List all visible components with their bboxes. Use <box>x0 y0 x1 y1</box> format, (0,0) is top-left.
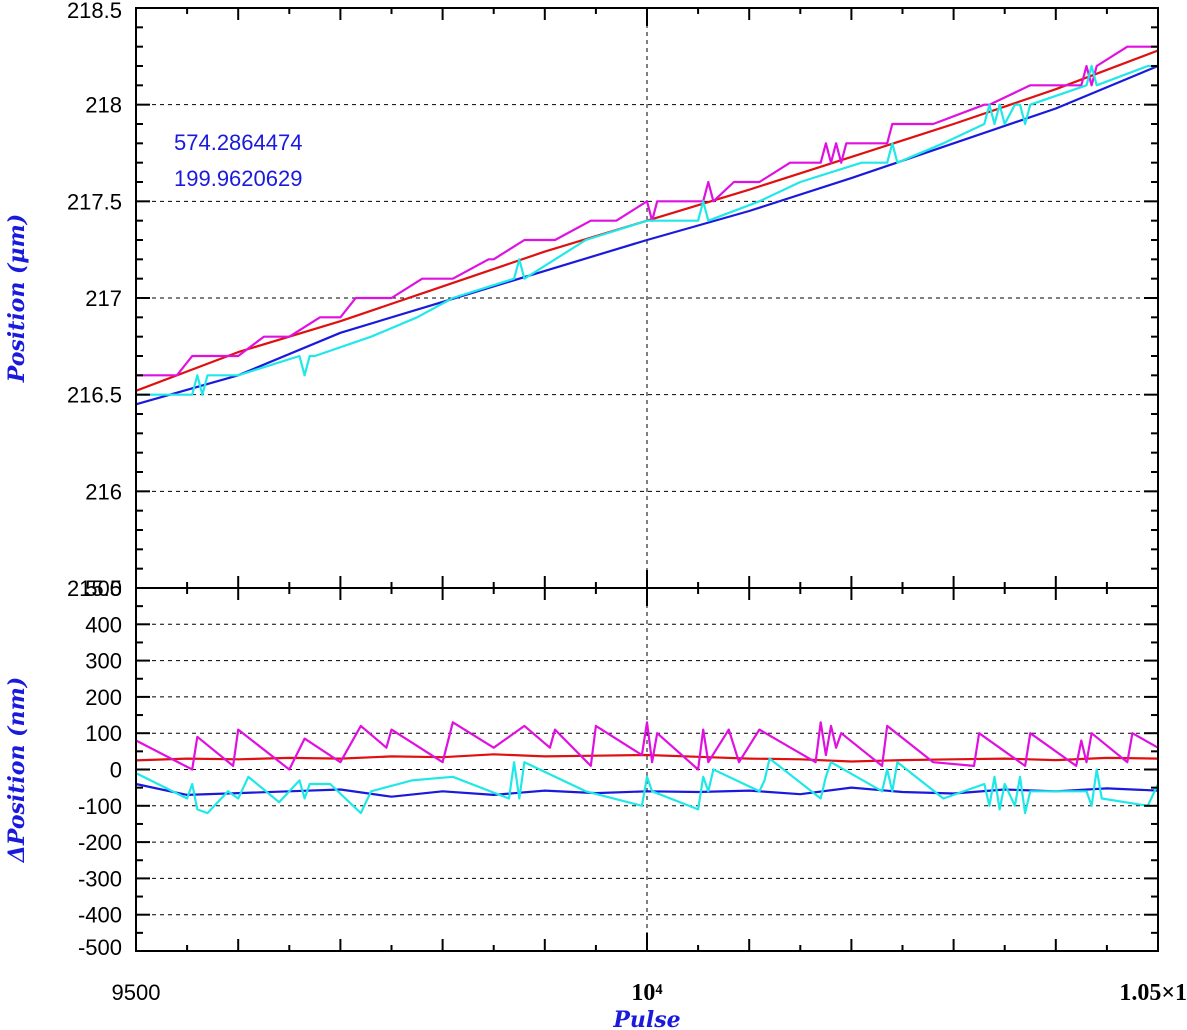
panel1-y-tick-label: 218.5 <box>67 0 122 23</box>
panel1-series-line-1 <box>135 64 1159 406</box>
panel2-y-tick-label: -400 <box>78 903 122 928</box>
frame-layer <box>135 7 1159 952</box>
panel2-y-tick-label: 500 <box>85 576 122 601</box>
panel2-y-tick-label: 300 <box>85 649 122 674</box>
panel1-y-tick-label: 216 <box>85 479 122 504</box>
panel2-y-tick-label: 0 <box>110 758 122 783</box>
panel2-y-tick-label: -100 <box>78 794 122 819</box>
panel1-y-tick-label: 218 <box>85 93 122 118</box>
panel2-y-tick-label: -300 <box>78 866 122 891</box>
panel2-series-line-3 <box>135 721 1159 771</box>
annotation-text: 199.9620629 <box>174 166 302 191</box>
panel1-y-axis-title: Position (μm) <box>4 214 30 383</box>
panel1-y-tick-label: 215.5 <box>67 576 122 601</box>
panel2-y-tick-label: 200 <box>85 685 122 710</box>
panel2-y-tick-label: 400 <box>85 612 122 637</box>
x-tick-label: 1.05×1 <box>1119 980 1187 1006</box>
grid-layer <box>136 8 1158 951</box>
panel1-y-tick-label: 216.5 <box>67 383 122 408</box>
x-tick-label: 9500 <box>112 980 161 1005</box>
panel2-y-axis-title: ΔPosition (nm) <box>4 677 30 863</box>
panel2-plot-frame <box>135 587 1159 952</box>
panel1-series-line-4 <box>136 64 1158 396</box>
annotation-text: 574.2864474 <box>174 130 302 155</box>
panel1-y-tick-label: 217 <box>85 286 122 311</box>
series-layer <box>135 45 1159 815</box>
panel2-y-tick-label: -500 <box>78 935 122 960</box>
x-tick-label: 10⁴ <box>631 980 662 1006</box>
panel1-series-line-3 <box>136 45 1158 377</box>
panel2-y-tick-label: 100 <box>85 721 122 746</box>
panel2-series-line-2 <box>135 753 1159 763</box>
panel2-y-tick-label: -200 <box>78 830 122 855</box>
label-layer: 218.5 218 217.5 217 216.5 216 215.5 Position (μ… <box>4 0 1187 1030</box>
panel1-y-tick-label: 217.5 <box>67 189 122 214</box>
x-axis-title: Pulse <box>612 1007 680 1030</box>
panel2-series-line-4 <box>135 757 1159 815</box>
